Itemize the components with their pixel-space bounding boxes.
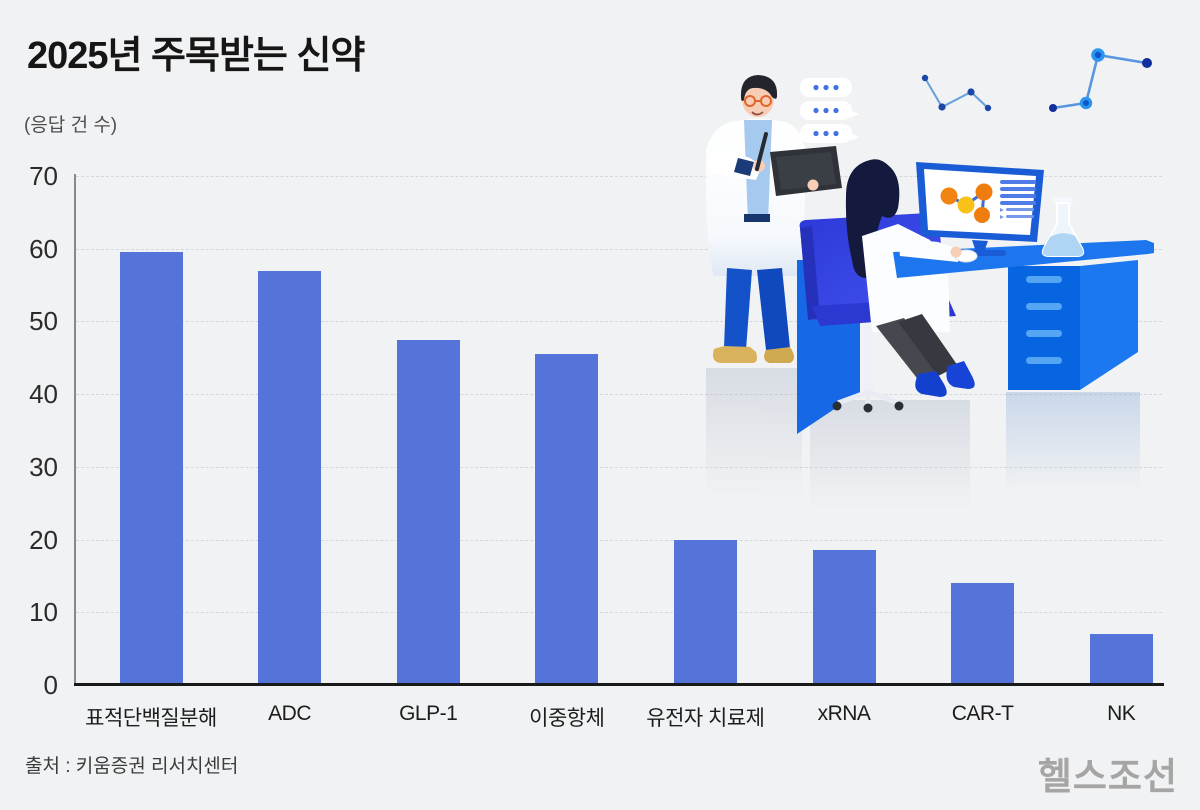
y-tick-20: 20 — [29, 524, 58, 555]
gridline-30 — [76, 466, 1162, 468]
x-label-유전자 치료제: 유전자 치료제 — [646, 707, 765, 730]
gridline-60 — [76, 248, 1162, 250]
gridline-70 — [76, 176, 1162, 177]
y-tick-0: 0 — [43, 670, 58, 700]
sitting-scientist-arm — [898, 238, 978, 263]
bar-NK — [1089, 634, 1153, 685]
y-axis-unit-label: (응답 건 수) — [24, 115, 118, 136]
bar-CAR-T — [951, 583, 1015, 685]
y-tick-70: 70 — [29, 161, 58, 191]
x-label-ADC: ADC — [268, 702, 312, 725]
gridline-50 — [76, 321, 1162, 323]
gridline-40 — [76, 394, 1162, 396]
scientists-lab-illustration — [705, 48, 1154, 510]
x-label-이중항체: 이중항체 — [529, 707, 605, 730]
gridline-10 — [76, 612, 1162, 614]
desk-icon — [893, 240, 1154, 390]
x-label-NK: NK — [1107, 702, 1136, 725]
bar-표적단백질분해 — [119, 252, 183, 685]
bar-xRNA — [812, 550, 876, 685]
bar-GLP-1 — [396, 339, 460, 685]
standing-scientist — [705, 75, 842, 363]
y-tick-60: 60 — [29, 233, 58, 264]
y-tick-50: 50 — [29, 306, 58, 337]
publisher-logo: 헬스조선 — [1037, 756, 1178, 797]
x-label-GLP-1: GLP-1 — [399, 702, 458, 725]
bar-ADC — [258, 270, 322, 685]
bar-유전자 치료제 — [673, 539, 737, 685]
molecule-icon — [940, 183, 993, 223]
monitor-with-molecule — [916, 162, 1044, 256]
floor-reflections — [706, 368, 1140, 510]
bar-이중항체 — [535, 354, 599, 685]
erlenmeyer-flask-icon — [1041, 197, 1085, 257]
x-axis-line — [74, 683, 1164, 686]
screen-text-lines — [1000, 180, 1036, 219]
x-label-CAR-T: CAR-T — [951, 702, 1014, 725]
constellation-right-icon — [1049, 48, 1152, 112]
gridline-20 — [76, 539, 1162, 541]
speech-bubbles-icon — [800, 78, 859, 143]
y-tick-30: 30 — [29, 451, 58, 482]
source-caption: 출처 : 키움증권 리서치센터 — [25, 756, 239, 777]
y-tick-10: 10 — [29, 597, 58, 628]
page-title: 2025년 주목받는 신약 — [27, 35, 365, 77]
y-tick-40: 40 — [29, 379, 58, 410]
x-label-xRNA: xRNA — [817, 702, 871, 725]
x-label-표적단백질분해: 표적단백질분해 — [85, 707, 217, 730]
constellation-left-icon — [921, 74, 992, 112]
y-axis-line — [74, 174, 76, 686]
